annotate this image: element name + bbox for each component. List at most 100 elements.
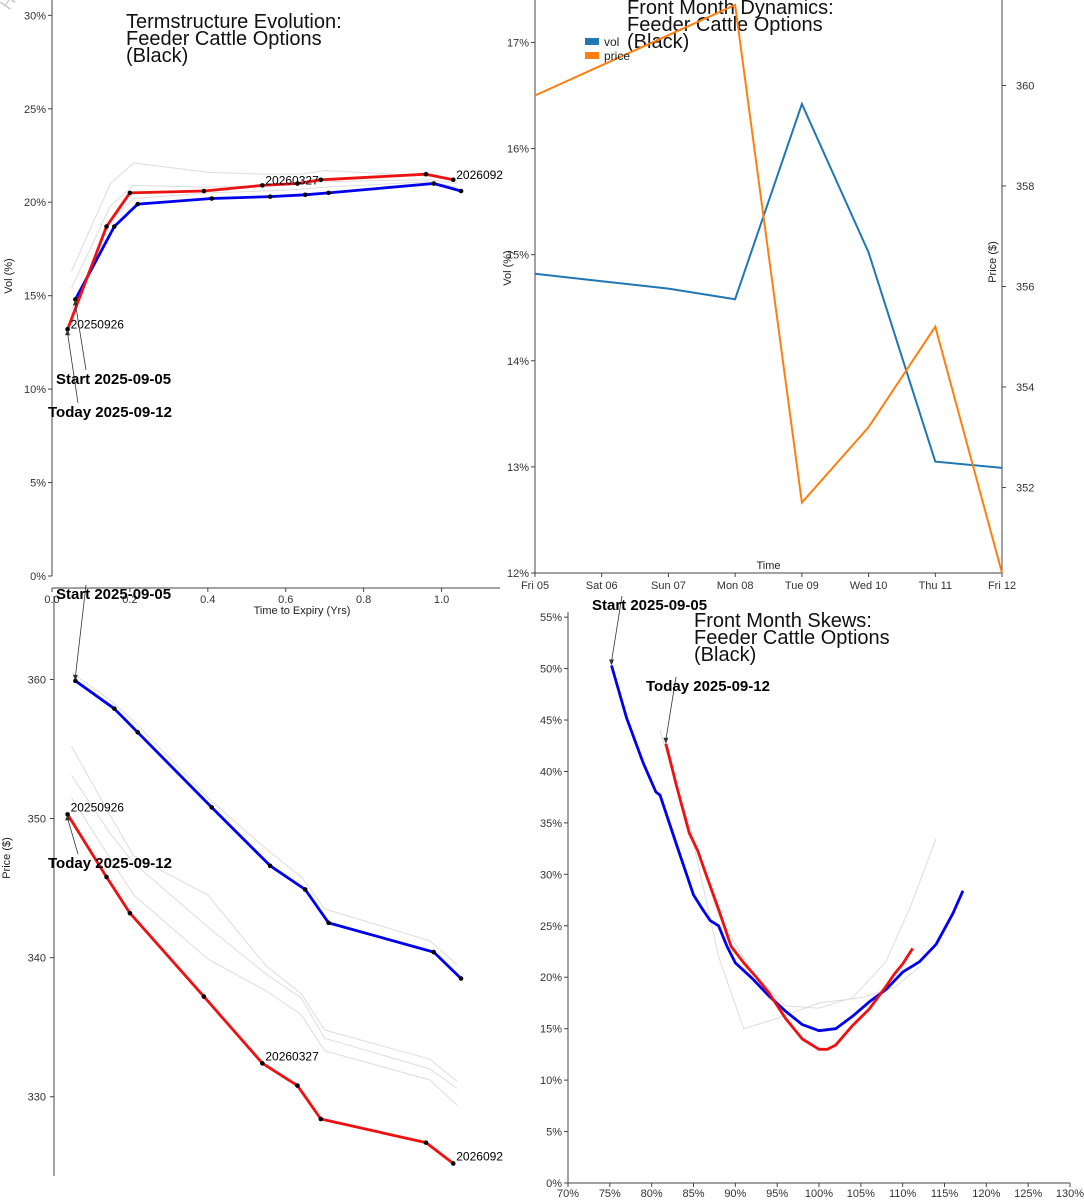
data-point — [431, 181, 437, 186]
x-axis-label: Time — [756, 560, 780, 572]
data-point — [127, 190, 133, 196]
chart-title: Front Month Skews: — [694, 610, 872, 632]
annotation-arrowhead — [65, 814, 71, 821]
y-tick-label: 15% — [540, 1024, 562, 1036]
x-tick-label: Sat 06 — [586, 580, 618, 592]
legend-swatch-price — [585, 52, 599, 59]
data-point — [112, 706, 117, 711]
x-tick-label: 90% — [724, 1188, 746, 1200]
annotation-label: Today 2025-09-12 — [48, 404, 172, 421]
x-tick-label: Thu 11 — [919, 580, 952, 592]
series-line-start — [74, 182, 462, 301]
x-tick-label: 95% — [766, 1188, 788, 1200]
data-point — [318, 1116, 324, 1122]
chart-title: Termstructure Evolution: — [126, 11, 342, 33]
series-line-hist1 — [71, 162, 458, 272]
data-point — [267, 194, 273, 199]
y-tick-label: 330 — [28, 1092, 46, 1104]
x-tick-label: Fri 05 — [521, 580, 549, 592]
chart-title: Front Month Dynamics: — [627, 0, 834, 19]
annotation-arrow — [67, 818, 79, 855]
series-line-hist2 — [71, 745, 458, 1082]
y-tick-label: 30% — [24, 10, 46, 22]
data-point — [458, 976, 464, 981]
annotation-arrow — [611, 595, 623, 662]
point-label: 2026092 — [456, 168, 503, 182]
legend-label-vol: vol — [604, 35, 619, 49]
y-tick-label: 0% — [30, 571, 46, 583]
data-point — [326, 190, 331, 196]
annotation-arrowhead — [72, 299, 78, 306]
annotation-label: Start 2025-09-05 — [592, 597, 707, 614]
chart-title: (Black) — [126, 45, 188, 67]
legend-swatch-vol — [585, 38, 599, 45]
series-line-start — [610, 665, 965, 1033]
series-line-hist2 — [693, 843, 920, 1030]
data-point — [135, 730, 141, 735]
y-axis-label: Price ($) — [1, 837, 13, 879]
x-tick-label: 75% — [599, 1188, 621, 1200]
y-tick-label: 16% — [507, 144, 529, 156]
x-tick-label: 85% — [682, 1188, 704, 1200]
x-tick-label: 125% — [1014, 1188, 1042, 1200]
series-line-vol — [534, 101, 1003, 469]
x-tick-label: Wed 10 — [850, 580, 888, 592]
data-point — [104, 874, 109, 880]
y-tick-label: 0% — [546, 1178, 562, 1190]
data-point — [326, 920, 331, 926]
series-line-hist4 — [71, 797, 458, 1106]
y-tick-label: 55% — [540, 612, 562, 624]
data-point — [104, 224, 109, 229]
y2-tick-label: 354 — [1016, 382, 1034, 394]
series-line-hist3 — [71, 181, 458, 311]
x-tick-label: 100% — [805, 1188, 833, 1200]
data-point — [295, 181, 300, 186]
x-tick-label: 80% — [641, 1188, 663, 1200]
series-line-hist3 — [71, 775, 458, 1089]
x-tick-label: Sun 07 — [651, 580, 686, 592]
y-tick-label: 360 — [28, 674, 46, 686]
data-point — [201, 188, 207, 194]
annotation-label: Start 2025-09-05 — [56, 586, 171, 603]
annotation-arrow — [74, 584, 87, 677]
y-tick-label: 15% — [507, 250, 529, 262]
y-tick-label: 17% — [507, 37, 529, 49]
y-tick-label: 5% — [546, 1127, 562, 1139]
data-point — [318, 177, 324, 183]
y2-tick-label: 360 — [1016, 80, 1034, 92]
y-tick-label: 50% — [540, 664, 562, 676]
y-tick-label: 20% — [540, 972, 562, 984]
legend-label-price: price — [604, 49, 630, 63]
y-tick-label: 15% — [24, 291, 46, 303]
series-line-hist1 — [659, 730, 937, 1009]
y-tick-label: 340 — [28, 953, 46, 965]
y-tick-label: 25% — [24, 104, 46, 116]
x-axis-label: Time to Expiry (Yrs) — [254, 605, 351, 617]
y-tick-label: 12% — [507, 568, 529, 580]
x-tick-label: Mon 08 — [717, 580, 754, 592]
x-tick-label: Fri 12 — [988, 580, 1016, 592]
data-point — [423, 1140, 429, 1145]
annotation-arrowhead — [65, 329, 71, 336]
data-point — [267, 863, 273, 869]
chart-title: (Black) — [694, 644, 756, 666]
y-axis-label: Vol (%) — [502, 250, 514, 285]
data-point — [260, 183, 265, 188]
data-point — [209, 805, 215, 810]
annotation-label: Today 2025-09-12 — [48, 855, 172, 872]
y2-tick-label: 352 — [1016, 483, 1034, 495]
data-point — [201, 994, 207, 999]
data-point — [295, 1083, 300, 1088]
y-tick-label: 10% — [24, 384, 46, 396]
x-tick-label: 130% — [1056, 1188, 1084, 1200]
y-tick-label: 14% — [507, 356, 529, 368]
series-line-hist1 — [71, 672, 458, 965]
data-point — [302, 887, 308, 892]
x-tick-label: 0.6 — [278, 594, 293, 606]
point-label: 20250926 — [71, 317, 125, 331]
data-point — [112, 224, 117, 229]
point-label: 20250926 — [71, 800, 125, 814]
y-tick-label: 45% — [540, 715, 562, 727]
y-axis-label: Vol (%) — [3, 258, 15, 293]
y-tick-label: 5% — [30, 478, 46, 490]
